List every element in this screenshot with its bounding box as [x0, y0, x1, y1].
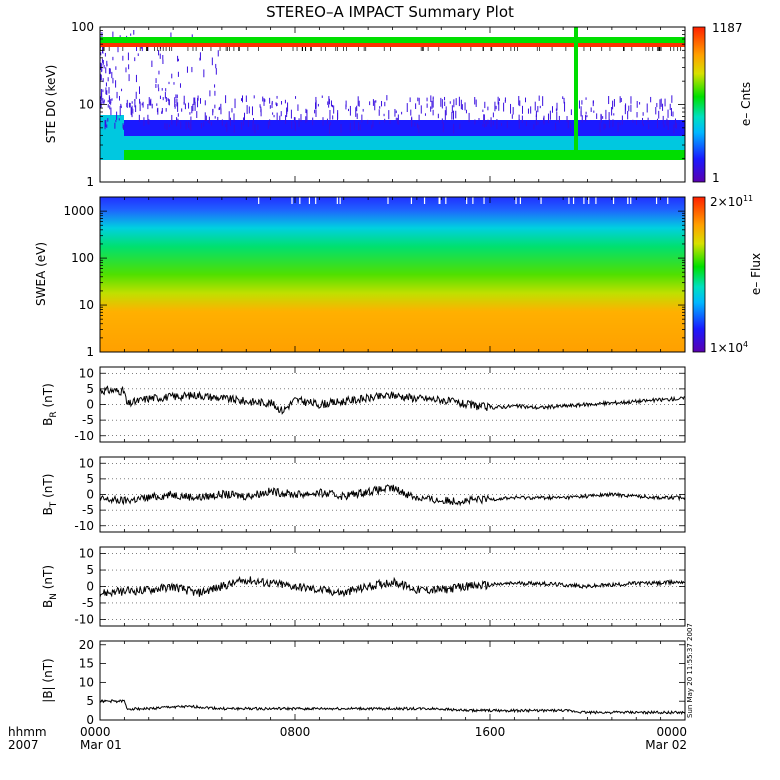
ste-topband-red	[100, 43, 685, 47]
bt-ytick-label: 5	[86, 472, 94, 486]
bn-ytick-label: -5	[82, 596, 94, 610]
br-ylabel-sub: R	[49, 411, 59, 417]
bn-panel: -10 -5 0 5 10 BN (nT)	[41, 546, 686, 627]
swea-gaps	[258, 197, 669, 204]
bmag-frame	[99, 640, 686, 721]
swea-colorbar-max: 2×1011	[710, 194, 753, 209]
bt-ytick-label: 0	[86, 488, 94, 502]
swea-ytick-label: 100	[71, 251, 94, 265]
ste-ylabel: STE D0 (keV)	[44, 65, 58, 144]
swea-spectrogram	[100, 197, 685, 352]
ste-spikes	[99, 30, 682, 134]
x-axis-row2-label: 2007	[8, 738, 39, 752]
swea-panel: SWEA (eV) 1 10 100 1000 2×1011 1×104 e– Flu…	[34, 194, 763, 359]
bt-panel: -10 -50 5 10 BT (nT)	[41, 456, 686, 533]
br-ylabel: BR (nT)	[41, 383, 59, 426]
bt-ylabel: BT (nT)	[41, 474, 59, 516]
br-ylabel-unit: (nT)	[41, 383, 55, 411]
ste-cyanband	[100, 136, 685, 150]
br-ytick-label: 5	[86, 382, 94, 396]
swea-ylabel: SWEA (eV)	[34, 242, 48, 306]
bn-ylabel-main: B	[41, 600, 55, 608]
bt-ylabel-sub: T	[49, 501, 59, 508]
ste-colorbar-max: 1187	[712, 21, 743, 35]
br-panel: -10 -50 5 10 BR (nT)	[41, 366, 686, 443]
ste-colorbar	[692, 26, 706, 183]
ste-colorbar-label: e– Cnts	[739, 82, 753, 126]
x-tick-label: 0000	[656, 725, 687, 739]
ste-early-burst	[100, 115, 124, 160]
br-ytick-label: 10	[79, 366, 94, 380]
bt-ylabel-unit: (nT)	[41, 474, 55, 502]
x-tick-label: 0000	[80, 725, 111, 739]
swea-colorbar-max-exp: 11	[743, 194, 753, 203]
bn-ylabel-unit: (nT)	[41, 565, 55, 593]
bn-ytick-label: 5	[86, 563, 94, 577]
swea-colorbar-min: 1×104	[710, 340, 748, 355]
bmag-ytick-label: 10	[79, 675, 94, 689]
bt-ytick-label: 10	[79, 456, 94, 470]
swea-ytick-label: 10	[79, 298, 94, 312]
bt-series-line	[99, 484, 686, 507]
br-ytick-label: -5	[82, 413, 94, 427]
bt-ylabel-main: B	[41, 507, 55, 515]
bmag-ytick-label: 0	[86, 713, 94, 727]
ste-ytick-label: 1	[86, 175, 94, 189]
br-ylabel-main: B	[41, 418, 55, 426]
ste-colorbar-min: 1	[712, 171, 720, 185]
swea-colorbar-max-base: 2×10	[710, 195, 743, 209]
bn-ytick-label: -10	[74, 612, 94, 626]
bmag-ylabel: |B| (nT)	[41, 658, 55, 702]
swea-colorbar-min-exp: 4	[743, 340, 748, 349]
bmag-ytick-label: 15	[79, 657, 94, 671]
x-tick-date: Mar 02	[645, 738, 687, 752]
swea-colorbar	[692, 196, 706, 353]
bn-ylabel-sub: N	[49, 593, 59, 600]
swea-colorbar-label: e– Flux	[749, 253, 763, 295]
ste-lowband	[100, 150, 685, 160]
bt-ytick-label: -5	[82, 503, 94, 517]
ste-ytick-label: 100	[71, 20, 94, 34]
bt-ytick-label: -10	[74, 519, 94, 533]
bmag-ytick-label: 20	[79, 638, 94, 652]
bn-ytick-label: 0	[86, 580, 94, 594]
swea-ytick-label: 1	[86, 345, 94, 359]
swea-ytick-label: 1000	[63, 204, 94, 218]
bmag-series-line	[99, 699, 686, 715]
timestamp-stamp: Sun May 20 11:55:37 2007	[686, 623, 694, 718]
chart-title: STEREO–A IMPACT Summary Plot	[266, 3, 514, 21]
bn-series-line	[99, 575, 686, 598]
ste-event-line	[574, 27, 578, 160]
bmag-ylabel-main: |B| (nT)	[41, 658, 55, 702]
ste-panel: STE D0 (keV) 1 10 100 1187 1 e– Cnts	[44, 20, 753, 189]
ste-ytick-label: 10	[79, 98, 94, 112]
x-tick-label: 1600	[475, 725, 506, 739]
br-ytick-label: -10	[74, 429, 94, 443]
x-tick-date: Mar 01	[80, 738, 122, 752]
swea-yticks: 1 10 100 1000	[63, 196, 686, 359]
bmag-panel: 0 5 10 15 20 |B| (nT) Sun May 20 11:55:37 2007	[41, 623, 694, 727]
bn-ylabel: BN (nT)	[41, 565, 59, 608]
bn-ytick-label: 10	[79, 547, 94, 561]
bmag-ytick-label: 5	[86, 694, 94, 708]
ste-topband-green	[100, 37, 685, 43]
ste-yticks: 1 10 100	[71, 20, 686, 189]
br-series-line	[99, 385, 685, 415]
x-tick-label: 0800	[280, 725, 311, 739]
swea-colorbar-min-base: 1×10	[710, 341, 743, 355]
x-axis-row1-label: hhmm	[8, 725, 47, 739]
br-ytick-label: 0	[86, 398, 94, 412]
